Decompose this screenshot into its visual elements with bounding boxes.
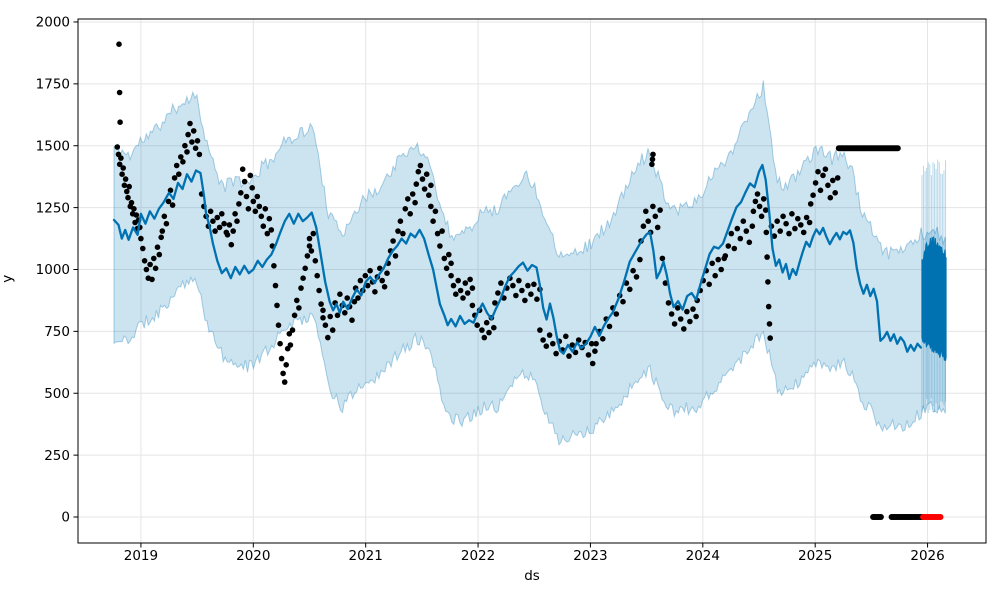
uncertainty-band (113, 80, 946, 446)
x-tick-label: 2024 (686, 548, 720, 564)
x-tick-label: 2025 (798, 548, 832, 564)
observed-points (114, 41, 944, 520)
y-tick-label: 1750 (36, 77, 70, 93)
y-tick-label: 2000 (36, 15, 70, 31)
y-tick-label: 1500 (36, 138, 70, 154)
y-tick-label: 250 (44, 448, 70, 464)
y-tick-label: 500 (44, 386, 70, 402)
x-tick-label: 2023 (573, 548, 607, 564)
axes-layer: 2019 2020 2021 2022 2023 2024 2025 2026 0 250 500 7… (36, 15, 987, 564)
x-tick-label: 2026 (910, 548, 944, 564)
x-tick-label: 2019 (124, 548, 158, 564)
forecast-line (112, 163, 922, 355)
x-tick-label: 2020 (236, 548, 270, 564)
x-tick-label: 2021 (349, 548, 383, 564)
x-axis-label: ds (524, 568, 540, 584)
y-tick-label: 1000 (36, 262, 70, 278)
y-tick-label: 0 (61, 510, 70, 526)
y-axis-label: y (0, 274, 16, 283)
y-tick-label: 750 (44, 324, 70, 340)
y-tick-label: 1250 (36, 200, 70, 216)
x-tick-label: 2022 (461, 548, 495, 564)
future-forecast-block (921, 235, 947, 361)
